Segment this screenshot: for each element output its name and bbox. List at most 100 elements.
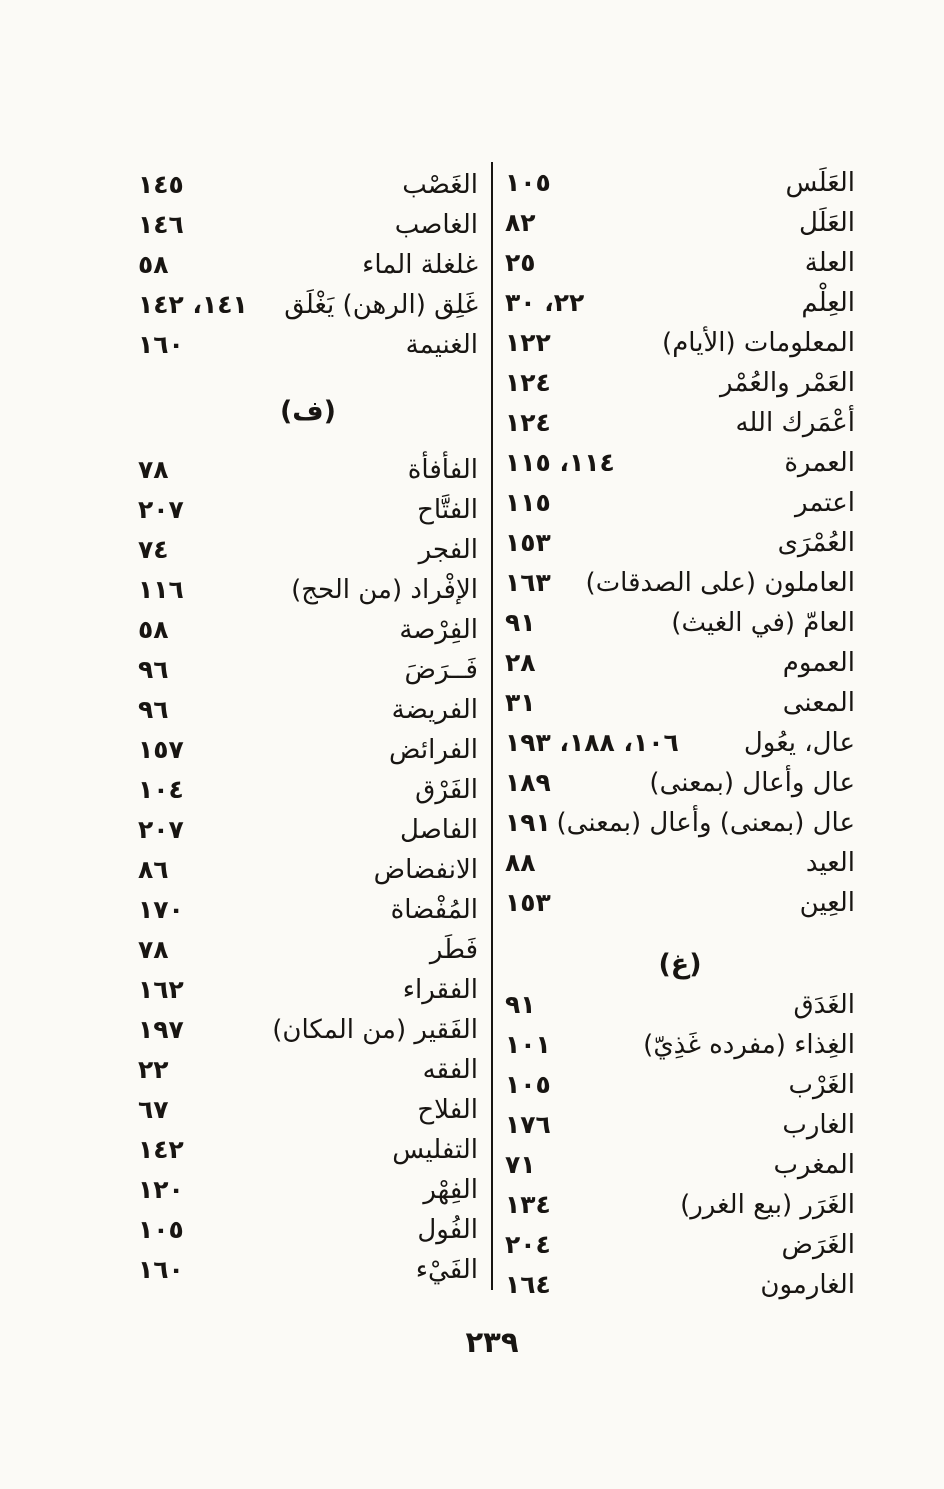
index-entry-row: العمرة ١١٤، ١١٥ (505, 443, 855, 483)
index-entry-row: الغنيمة ١٦٠ (138, 325, 478, 365)
index-entry-row: الانفضاض ٨٦ (138, 850, 478, 890)
entry-term: التفليس (392, 1135, 478, 1165)
index-entry-row: العامّ (في الغيث) ٩١ (505, 603, 855, 643)
entry-page-numbers: ٧٨ (138, 455, 169, 484)
entry-page-numbers: ١٠٥ (505, 1070, 551, 1099)
entry-term: الغَرَض (781, 1230, 855, 1260)
entry-term: المعنى (782, 688, 855, 718)
index-entry-row: الغاصب ١٤٦ (138, 205, 478, 245)
entry-term: الغاصب (394, 210, 478, 240)
index-entry-row: عال وأعال (بمعنى) ١٨٩ (505, 763, 855, 803)
entry-page-numbers: ٢٢ (138, 1055, 169, 1084)
entry-term: الغَرَر (بيع الغرر) (680, 1190, 855, 1220)
index-entry-row: الفقراء ١٦٢ (138, 970, 478, 1010)
entry-page-numbers: ٨٨ (505, 848, 536, 877)
index-entry-row: العيد ٨٨ (505, 843, 855, 883)
index-entry-row: فَــرَضَ ٩٦ (138, 650, 478, 690)
entry-page-numbers: ٩٦ (138, 695, 169, 724)
entry-page-numbers: ٩٦ (138, 655, 169, 684)
entry-page-numbers: ١٦٠ (138, 330, 184, 359)
index-entry-row: العاملون (على الصدقات) ١٦٣ (505, 563, 855, 603)
index-entry-row: الفُول ١٠٥ (138, 1210, 478, 1250)
entry-term: الفُول (417, 1215, 478, 1245)
entry-page-numbers: ١٩١ (505, 808, 551, 837)
entry-page-numbers: ١٠٥ (138, 1215, 184, 1244)
entry-term: عال، يعُول (743, 728, 855, 758)
index-entry-row: الغَرْب ١٠٥ (505, 1065, 855, 1105)
entry-term: الغَدَق (793, 990, 855, 1020)
entry-page-numbers: ٢٠٧ (138, 495, 184, 524)
entry-page-numbers: ١٤١، ١٤٢ (138, 290, 248, 319)
entry-term: الفجر (418, 535, 478, 565)
entry-term: العاملون (على الصدقات) (585, 568, 855, 598)
index-entry-row: المعنى ٣١ (505, 683, 855, 723)
entry-page-numbers: ٧١ (505, 1150, 536, 1179)
index-entry-row: العِين ١٥٣ (505, 883, 855, 923)
index-entry-row: العُمْرَى ١٥٣ (505, 523, 855, 563)
index-entry-row: الإفْراد (من الحج) ١١٦ (138, 570, 478, 610)
section-letter-header: (ف) (279, 396, 337, 427)
entry-page-numbers: ١٠٤ (138, 775, 184, 804)
index-entry-row: الغارب ١٧٦ (505, 1105, 855, 1145)
index-entry-row: فَطَر ٧٨ (138, 930, 478, 970)
entry-term: العَلَس (785, 168, 855, 198)
index-entry-row: غلغلة الماء ٥٨ (138, 245, 478, 285)
index-entry-row: المُفْضاة ١٧٠ (138, 890, 478, 930)
entry-term: العامّ (في الغيث) (671, 608, 855, 638)
index-entry-row: العِلْم ٢٢، ٣٠ (505, 283, 855, 323)
entry-term: غلغلة الماء (362, 250, 478, 280)
entry-page-numbers: ٢٨ (505, 648, 536, 677)
index-entry-row: الغَصْب ١٤٥ (138, 165, 478, 205)
entry-term: أعْمَرك الله (735, 408, 855, 438)
entry-page-numbers: ١٦٢ (138, 975, 184, 1004)
entry-term: غَلِق (الرهن) يَغْلَق (284, 290, 478, 320)
entry-page-numbers: ٢٠٤ (505, 1230, 551, 1259)
entry-page-numbers: ٧٤ (138, 535, 169, 564)
entry-page-numbers: ٩١ (505, 608, 536, 637)
entry-page-numbers: ١٥٣ (505, 528, 551, 557)
entry-term: الفأفأة (407, 455, 478, 485)
entry-term: المُفْضاة (390, 895, 478, 925)
index-entry-row: العَلَل ٨٢ (505, 203, 855, 243)
entry-page-numbers: ٧٨ (138, 935, 169, 964)
index-entry-row: الفأفأة ٧٨ (138, 450, 478, 490)
section-letter-header: (غ) (658, 949, 702, 980)
entry-term: العَلَل (799, 208, 855, 238)
index-entry-row: الفاصل ٢٠٧ (138, 810, 478, 850)
entry-term: عال (بمعنى) وأعال (بمعنى) (556, 808, 855, 838)
entry-term: الفتَّاح (417, 495, 478, 525)
entry-page-numbers: ١٠٥ (505, 168, 551, 197)
entry-term: الغَصْب (402, 170, 478, 200)
entry-page-numbers: ١٧٠ (138, 895, 184, 924)
entry-term: الفلاح (417, 1095, 478, 1125)
entry-term: المغرب (773, 1150, 855, 1180)
entry-page-numbers: ٥٨ (138, 250, 169, 279)
entry-page-numbers: ١٢٢ (505, 328, 551, 357)
entry-page-numbers: ٨٢ (505, 208, 536, 237)
index-entry-row: عال (بمعنى) وأعال (بمعنى) ١٩١ (505, 803, 855, 843)
index-entry-row: المعلومات (الأيام) ١٢٢ (505, 323, 855, 363)
index-entry-row: الغِذاء (مفرده غَذِيّ) ١٠١ (505, 1025, 855, 1065)
index-entry-row: الفرائض ١٥٧ (138, 730, 478, 770)
entry-page-numbers: ٣١ (505, 688, 536, 717)
entry-page-numbers: ١٢٤ (505, 368, 551, 397)
entry-term: الفَرْق (415, 775, 478, 805)
entry-term: العمرة (784, 448, 855, 478)
index-entry-row: المغرب ٧١ (505, 1145, 855, 1185)
entry-term: الإفْراد (من الحج) (291, 575, 478, 605)
entry-page-numbers: ١٤٥ (138, 170, 184, 199)
entry-page-numbers: ١٩٧ (138, 1015, 184, 1044)
column-divider-rule (491, 162, 493, 1290)
entry-term: الفِهْر (423, 1175, 478, 1205)
index-entry-row: الفَرْق ١٠٤ (138, 770, 478, 810)
entry-term: الفقراء (402, 975, 478, 1005)
index-entry-row: العلة ٢٥ (505, 243, 855, 283)
entry-term: الفرائض (389, 735, 478, 765)
index-entry-row: الفتَّاح ٢٠٧ (138, 490, 478, 530)
entry-term: الفقه (422, 1055, 478, 1085)
entry-page-numbers: ١٤٦ (138, 210, 184, 239)
index-entry-row: الفريضة ٩٦ (138, 690, 478, 730)
entry-term: العموم (782, 648, 855, 678)
entry-term: العِلْم (801, 288, 855, 318)
